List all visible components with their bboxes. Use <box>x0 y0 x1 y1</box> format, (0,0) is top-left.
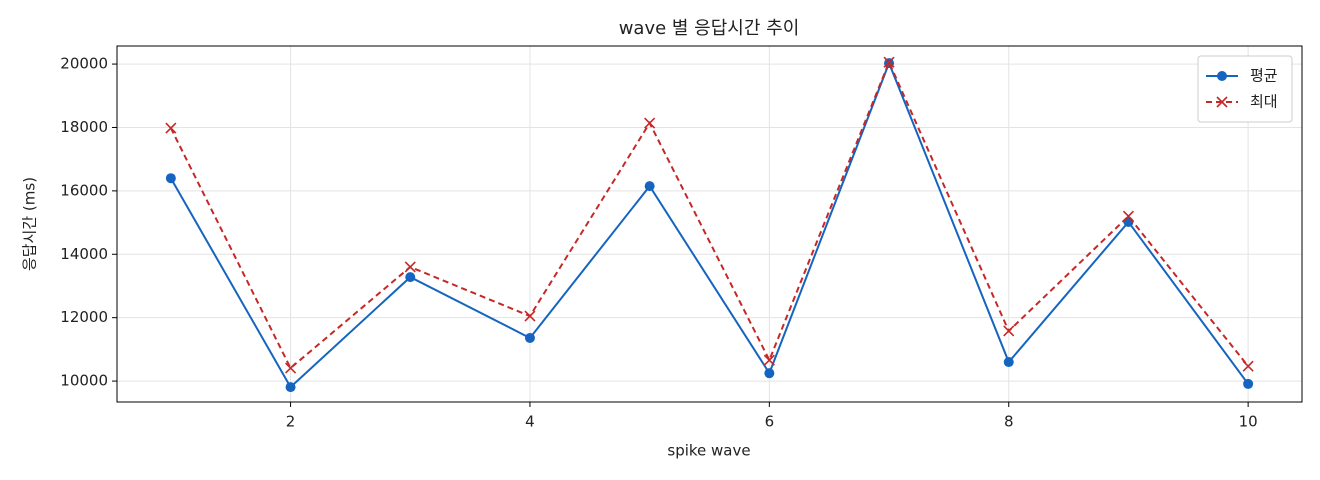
y-tick-label: 12000 <box>60 308 108 326</box>
plot-frame <box>116 45 1303 403</box>
marker <box>763 354 775 366</box>
marker <box>405 272 416 283</box>
y-axis-label: 응답시간 (ms) <box>21 177 39 271</box>
chart-title: wave 별 응답시간 추이 <box>619 18 800 39</box>
marker <box>1003 325 1015 337</box>
marker <box>644 181 655 192</box>
marker <box>1217 71 1227 81</box>
legend-label: 최대 <box>1250 93 1278 111</box>
y-tick-label: 16000 <box>60 181 108 199</box>
y-tick-label: 20000 <box>60 55 108 73</box>
marker <box>524 310 536 322</box>
marker <box>165 173 176 184</box>
marker <box>404 261 416 273</box>
y-tick-label: 10000 <box>60 372 108 390</box>
marker <box>165 122 177 134</box>
marker <box>883 56 895 68</box>
marker <box>1216 96 1228 108</box>
y-tick-label: 14000 <box>60 245 108 263</box>
legend-box <box>1197 55 1293 123</box>
marker <box>524 332 535 343</box>
marker <box>644 117 656 129</box>
series-line <box>169 60 1249 389</box>
marker <box>1122 210 1135 222</box>
legend-label: 평균 <box>1250 67 1278 85</box>
marker <box>1243 378 1254 389</box>
x-tick-label: 6 <box>765 413 775 431</box>
x-tick-label: 8 <box>1004 413 1014 431</box>
y-tick-label: 18000 <box>60 118 108 136</box>
x-tick-label: 10 <box>1239 413 1258 431</box>
x-tick-label: 4 <box>525 413 535 431</box>
marker <box>764 368 775 379</box>
marker <box>285 382 296 393</box>
x-axis-label: spike wave <box>667 442 750 460</box>
x-tick-label: 2 <box>286 413 296 431</box>
marker <box>1003 357 1014 368</box>
marker <box>284 362 297 374</box>
marker <box>1242 360 1254 372</box>
series-line <box>169 59 1249 370</box>
